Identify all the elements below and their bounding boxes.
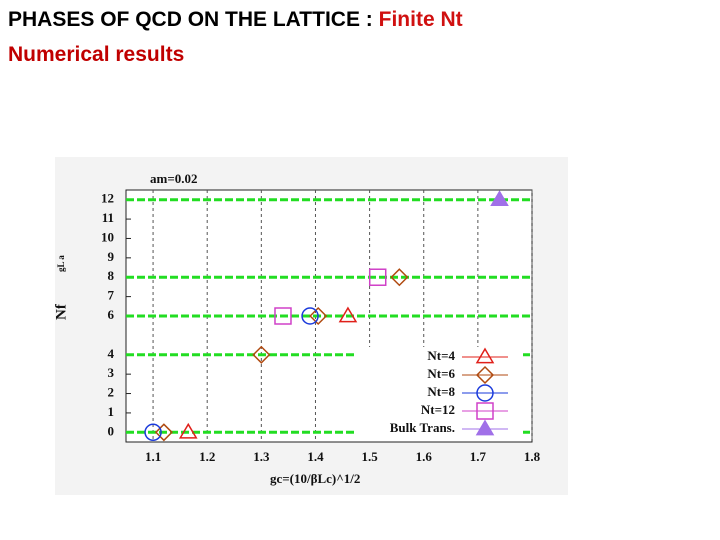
x-tick-label: 1.8: [524, 449, 541, 464]
point: [368, 268, 387, 286]
point: [490, 190, 509, 207]
point: [178, 422, 198, 439]
legend-box: [355, 347, 523, 441]
x-tick-label: 1.2: [199, 449, 215, 464]
y-tick-label: 8: [108, 268, 115, 283]
x-tick-label: 1.7: [470, 449, 487, 464]
legend-marker: [475, 419, 495, 436]
x-tick-label: 1.3: [253, 449, 270, 464]
point: [309, 306, 328, 326]
y-axis-label: Nf: [53, 303, 69, 320]
point: [274, 307, 292, 325]
chart-title: am=0.02: [150, 171, 198, 186]
legend-marker: [476, 384, 494, 402]
legend-label: Bulk Trans.: [390, 420, 455, 435]
x-tick-label: 1.4: [307, 449, 324, 464]
y-tick-label: 9: [108, 249, 115, 264]
y-axis-label-extra: gL a: [56, 255, 66, 272]
slide-title: PHASES OF QCD ON THE LATTICE : Finite Nt: [8, 6, 463, 34]
legend-label: Nt=4: [427, 348, 455, 363]
y-tick-label: 10: [101, 229, 114, 244]
y-tick-label: 12: [101, 191, 114, 206]
slide-subtitle: Numerical results: [8, 43, 185, 66]
legend-label: Nt=8: [427, 384, 455, 399]
point: [390, 268, 409, 287]
title-text: PHASES OF QCD ON THE LATTICE :: [8, 8, 379, 31]
x-tick-label: 1.1: [145, 449, 161, 464]
point: [301, 307, 319, 325]
point: [154, 423, 173, 442]
title-highlight: Finite Nt: [378, 8, 463, 31]
point: [144, 423, 162, 442]
point: [252, 345, 271, 364]
x-axis-label: gc=(10/βLc)^1/2: [270, 471, 360, 486]
legend-label: Nt=6: [427, 366, 455, 381]
y-tick-label: 11: [102, 210, 114, 225]
x-tick-label: 1.5: [361, 449, 378, 464]
point: [338, 306, 358, 323]
y-tick-label: 4: [108, 346, 115, 361]
y-tick-label: 1: [108, 404, 115, 419]
y-tick-label: 2: [108, 385, 115, 400]
x-tick-label: 1.6: [416, 449, 433, 464]
legend-marker: [475, 347, 495, 364]
y-tick-label: 3: [108, 365, 115, 380]
y-tick-label: 7: [108, 288, 115, 303]
y-tick-label: 0: [108, 423, 115, 438]
y-tick-label: 6: [108, 307, 115, 322]
legend-marker: [475, 365, 495, 385]
legend-marker: [476, 402, 494, 420]
legend-label: Nt=12: [421, 402, 455, 417]
